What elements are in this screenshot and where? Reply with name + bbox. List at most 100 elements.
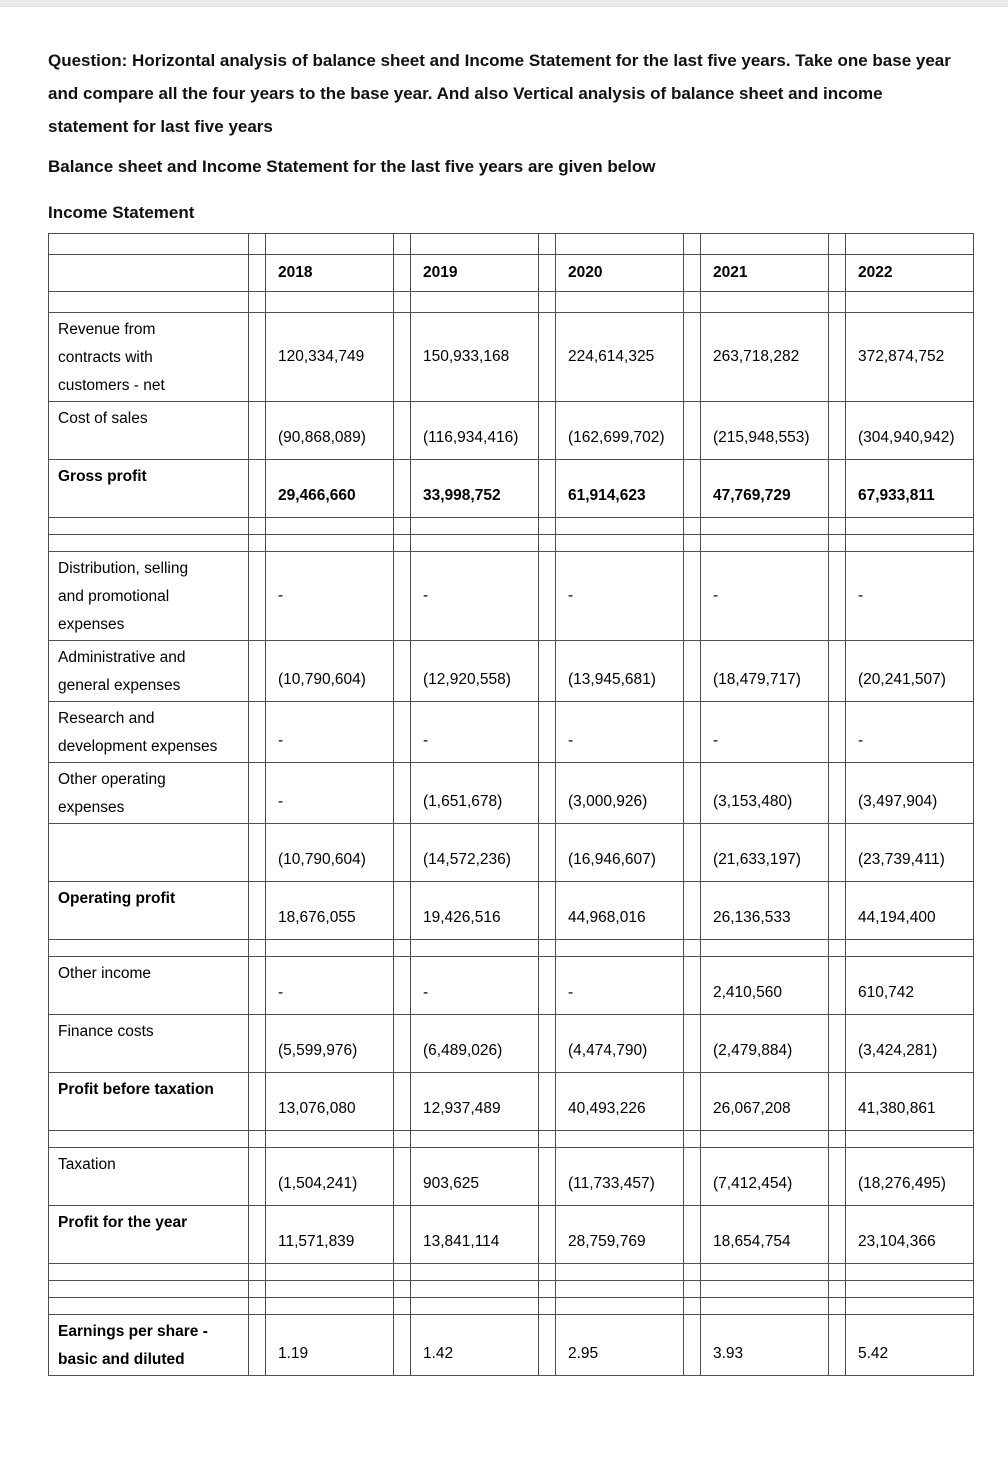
empty-cell [410,1130,539,1148]
empty-cell [845,233,974,255]
empty-cell [48,1130,249,1148]
empty-cell [700,1280,829,1298]
grid-spacer-cell [248,254,266,292]
grid-spacer-cell [538,956,556,1015]
row-label: Administrative and general expenses [48,640,249,702]
empty-cell [700,939,829,957]
value-cell: 47,769,729 [700,459,829,518]
statement-row: Cost of sales (90,868,089) (116,934,416) (1… [48,401,974,460]
grid-spacer-cell [393,1147,411,1206]
value-cell: 372,874,752 [845,312,974,402]
value-cell: (1,651,678) [410,762,539,824]
empty-cell [410,517,539,535]
empty-cell [265,1280,394,1298]
empty-cell [265,233,394,255]
empty-cell [410,233,539,255]
empty-grid-row-top [48,233,974,255]
grid-spacer-cell [828,823,846,882]
grid-spacer-cell [538,1297,556,1315]
empty-cell [555,233,684,255]
grid-spacer-cell [538,1072,556,1131]
empty-grid-row [48,1130,974,1148]
value-cell: (116,934,416) [410,401,539,460]
value-cell: 41,380,861 [845,1072,974,1131]
grid-spacer-cell [538,233,556,255]
grid-spacer-cell [248,701,266,763]
empty-cell [48,291,249,313]
empty-cell [48,233,249,255]
grid-spacer-cell [248,1147,266,1206]
grid-spacer-cell [683,1130,701,1148]
empty-cell [265,939,394,957]
empty-cell [700,291,829,313]
document-page: Question: Horizontal analysis of balance… [0,7,1008,1396]
grid-spacer-cell [393,551,411,641]
empty-cell [555,1263,684,1281]
grid-spacer-cell [683,1263,701,1281]
value-cell: 18,676,055 [265,881,394,940]
grid-spacer-cell [828,1130,846,1148]
grid-spacer-cell [538,534,556,552]
value-cell: - [555,551,684,641]
grid-spacer-cell [828,1205,846,1264]
empty-cell [845,291,974,313]
value-cell: 28,759,769 [555,1205,684,1264]
empty-grid-row [48,1297,974,1315]
grid-spacer-cell [683,762,701,824]
value-cell: 67,933,811 [845,459,974,518]
grid-spacer-cell [538,551,556,641]
grid-spacer-cell [538,1280,556,1298]
statement-row: Administrative and general expenses (10,7… [48,640,974,702]
value-cell: (16,946,607) [555,823,684,882]
empty-grid-row [48,1263,974,1281]
value-cell: 23,104,366 [845,1205,974,1264]
statement-row: Revenue from contracts with customers - … [48,312,974,402]
grid-spacer-cell [248,640,266,702]
empty-cell [555,1280,684,1298]
empty-cell [48,534,249,552]
grid-spacer-cell [828,956,846,1015]
grid-spacer-cell [538,1147,556,1206]
grid-spacer-cell [683,401,701,460]
grid-spacer-cell [393,312,411,402]
grid-spacer-cell [538,1205,556,1264]
grid-spacer-cell [538,291,556,313]
grid-spacer-cell [538,640,556,702]
grid-spacer-cell [828,1314,846,1376]
empty-cell [48,1263,249,1281]
grid-spacer-cell [538,1314,556,1376]
grid-spacer-cell [683,1314,701,1376]
value-cell: 263,718,282 [700,312,829,402]
statement-row: Gross profit 29,466,660 33,998,752 61,914,6… [48,459,974,518]
value-cell: - [410,551,539,641]
empty-cell [265,1263,394,1281]
value-cell: - [265,762,394,824]
grid-spacer-cell [828,401,846,460]
grid-spacer-cell [248,1314,266,1376]
grid-spacer-cell [393,640,411,702]
row-label: Revenue from contracts with customers - … [48,312,249,402]
value-cell: - [845,701,974,763]
empty-cell [845,534,974,552]
grid-spacer-cell [393,291,411,313]
grid-spacer-cell [683,1147,701,1206]
grid-spacer-cell [393,1130,411,1148]
empty-cell [555,534,684,552]
empty-cell [48,1280,249,1298]
grid-spacer-cell [828,701,846,763]
table-header-row: 2018 2019 2020 2021 2022 [48,254,974,292]
grid-spacer-cell [248,1205,266,1264]
grid-spacer-cell [683,551,701,641]
grid-spacer-cell [683,956,701,1015]
grid-spacer-cell [393,534,411,552]
year-column-header: 2022 [845,254,974,292]
grid-spacer-cell [683,823,701,882]
value-cell: - [845,551,974,641]
grid-spacer-cell [538,1130,556,1148]
grid-spacer-cell [248,1263,266,1281]
value-cell: 150,933,168 [410,312,539,402]
empty-cell [555,1297,684,1315]
row-label: Cost of sales [48,401,249,460]
row-label: Earnings per share - basic and diluted [48,1314,249,1376]
row-label: Profit for the year [48,1205,249,1264]
